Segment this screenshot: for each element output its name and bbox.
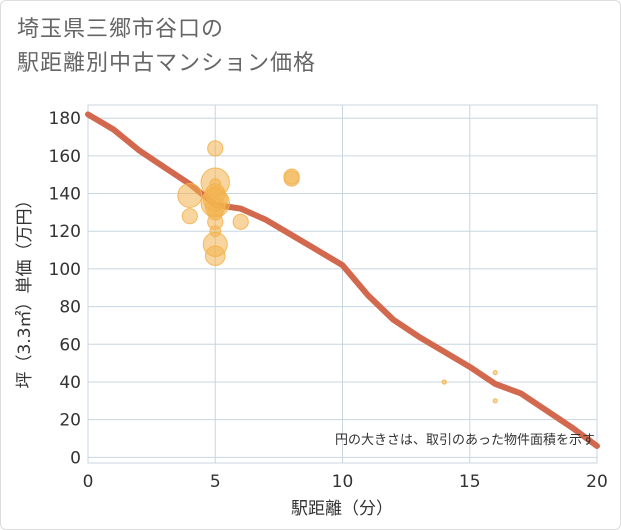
- chart-title: 埼玉県三郷市谷口の 駅距離別中古マンション価格: [17, 13, 316, 81]
- x-tick-label: 20: [586, 472, 608, 492]
- bubble-point: [492, 369, 498, 376]
- bubble-point: [207, 140, 224, 157]
- x-tick-label: 0: [83, 472, 94, 492]
- grid-lines: [87, 104, 598, 464]
- y-tick-label: 0: [70, 448, 81, 468]
- chart-title-line-1: 埼玉県三郷市谷口の: [17, 17, 225, 42]
- bubble-layer: [177, 140, 498, 404]
- trend-layer: [85, 111, 600, 449]
- bubble-point: [177, 182, 203, 208]
- x-tick-label: 5: [210, 472, 221, 492]
- y-tick-label: 180: [49, 109, 81, 129]
- x-tick-label: 15: [459, 472, 481, 492]
- x-tick-label: 10: [332, 472, 354, 492]
- y-tick-label: 120: [49, 222, 81, 242]
- y-axis-title: 坪（3.3㎡）単価（万円）: [15, 191, 35, 388]
- trend-line: [85, 111, 600, 449]
- axis-ticks: 0 5 10 15 20 0 20 40 60 80 100 120 140 160 180: [49, 109, 608, 492]
- bubble-point: [441, 379, 447, 385]
- chart-title-line-2: 駅距離別中古マンション価格: [17, 51, 317, 76]
- size-note: 円の大きさは、取引のあった物件面積を示す: [335, 433, 595, 448]
- y-tick-label: 80: [59, 298, 81, 318]
- y-tick-label: 60: [59, 335, 81, 355]
- bubble-point: [283, 170, 300, 187]
- bubble-point: [492, 398, 498, 404]
- y-tick-label: 140: [49, 185, 81, 205]
- y-tick-label: 100: [49, 260, 81, 280]
- x-axis-title: 駅距離（分）: [291, 499, 393, 519]
- y-tick-label: 160: [49, 147, 81, 167]
- y-tick-label: 40: [59, 373, 81, 393]
- bubble-point: [232, 213, 249, 230]
- bubble-point: [204, 245, 226, 267]
- bubble-point: [181, 208, 198, 225]
- y-tick-label: 20: [59, 411, 81, 431]
